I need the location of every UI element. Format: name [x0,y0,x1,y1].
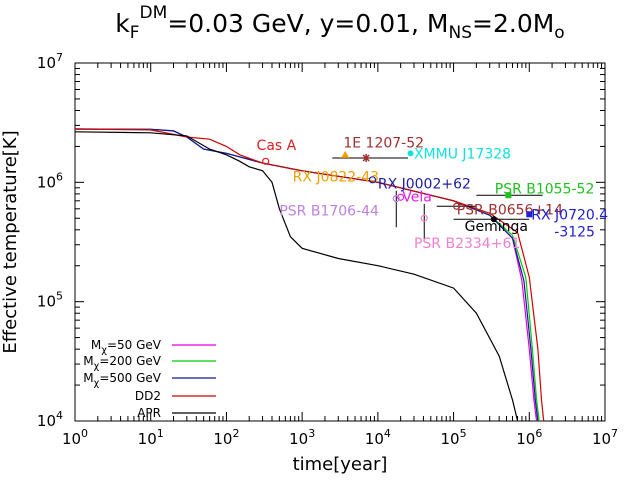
y-tick-label: 107 [37,51,63,72]
obs-marker [368,176,377,184]
x-tick-label: 103 [289,427,315,448]
legend-item-m-chi-50-gev: Mχ=50 GeV [91,338,216,356]
title-sub-ns: NS [449,23,473,43]
obs-label: XMMU J17328 [414,146,511,162]
obs-label-line2: -3125 [554,224,595,240]
obs-xmmu-j17328: XMMU J17328 [407,146,511,162]
obs-vela: Vela [397,190,432,206]
obs-label: PSR B0656+14 [457,203,563,219]
series-apr [74,131,519,422]
obs-marker [453,202,461,210]
obs-marker [392,195,400,203]
title-rest1: =0.03 GeV, y=0.01, M [167,9,448,38]
obs-label: 1E 1207-52 [343,136,424,152]
x-tick-label: 106 [516,427,542,448]
y-tick-label: 104 [37,409,63,430]
obs-marker [262,157,270,165]
obs-geminga: Geminga [453,216,530,235]
obs-label: RX J0822-43 [293,169,379,185]
title-k: k [115,9,130,38]
tick-marks [74,62,606,422]
x-axis-label: time[year] [293,454,388,475]
obs-rx-j0720-4-3125: RX J0720.4-3125 [526,207,608,240]
obs-label: Vela [402,190,432,206]
y-tick-label: 106 [37,170,63,191]
title-rest2: =2.0M [472,9,554,38]
x-tick-label: 107 [592,427,618,448]
obs-psr-b1706-44: PSR B1706-44 [279,190,400,228]
y-axis-label: Effective temperature[K] [0,130,21,353]
obs-rx-j0822-43: RX J0822-43 [293,150,379,185]
obs-label: RX J0720.4 [531,207,608,223]
legend-item-apr: APR [137,406,216,420]
x-tick-label: 102 [213,427,239,448]
obs-marker [341,150,350,158]
obs-marker [407,150,414,157]
obs-psr-b1055-52: PSR B1055-52 [476,181,595,199]
y-tick-label: 105 [37,290,63,311]
obs-label: PSR B1055-52 [495,181,595,197]
legend-label: DD2 [135,389,161,403]
legend-label: Mχ=200 GeV [83,354,162,372]
obs-label: PSR B2334+61 [414,236,520,252]
legend-item-m-chi-200-gev: Mχ=200 GeV [83,354,216,372]
x-tick-label: 101 [138,427,164,448]
x-tick-labels: 100 101 102 103 104 105 106 107 [62,427,618,448]
plot-area [74,62,606,422]
y-tick-labels: 104 105 106 107 [37,51,63,430]
x-tick-label: 105 [441,427,467,448]
obs-marker [526,211,533,218]
legend-label: Mχ=50 GeV [91,338,162,356]
obs-label: Geminga [465,219,528,235]
obs-marker [490,216,497,223]
obs-marker [397,193,405,201]
obs-label: RX J0002+62 [378,176,471,192]
obs-marker [420,214,428,222]
title-sub-o: o [554,23,564,43]
obs-cas-a: Cas A [257,138,297,165]
obs-label: Cas A [257,138,297,154]
observations: Cas A 1E 1207-52 RX J0822-43 XMMU J17328 RX … [257,136,609,252]
chart-title: kFDM=0.03 GeV, y=0.01, MNS=2.0Mo [115,3,564,43]
obs-marker [505,192,512,199]
obs-marker [362,153,371,162]
cooling-curves [74,128,545,422]
legend-item-m-chi-500-gev: Mχ=500 GeV [83,371,216,389]
series-dd2 [74,128,545,422]
x-tick-label: 104 [365,427,391,448]
x-tick-label: 100 [62,427,88,448]
legend-label: APR [137,406,161,420]
obs-psr-b0656-14: PSR B0656+14 [436,202,563,219]
obs-rx-j0002-62: RX J0002+62 [368,176,471,192]
legend-label: Mχ=500 GeV [83,371,162,389]
obs-label: PSR B1706-44 [279,204,379,220]
title-sub-f: F [130,23,140,43]
title-sup-dm: DM [140,3,168,23]
legend-item-dd2: DD2 [135,389,216,403]
obs-1e-1207-52: 1E 1207-52 [332,136,424,162]
obs-psr-b2334-61: PSR B2334+61 [414,203,520,252]
